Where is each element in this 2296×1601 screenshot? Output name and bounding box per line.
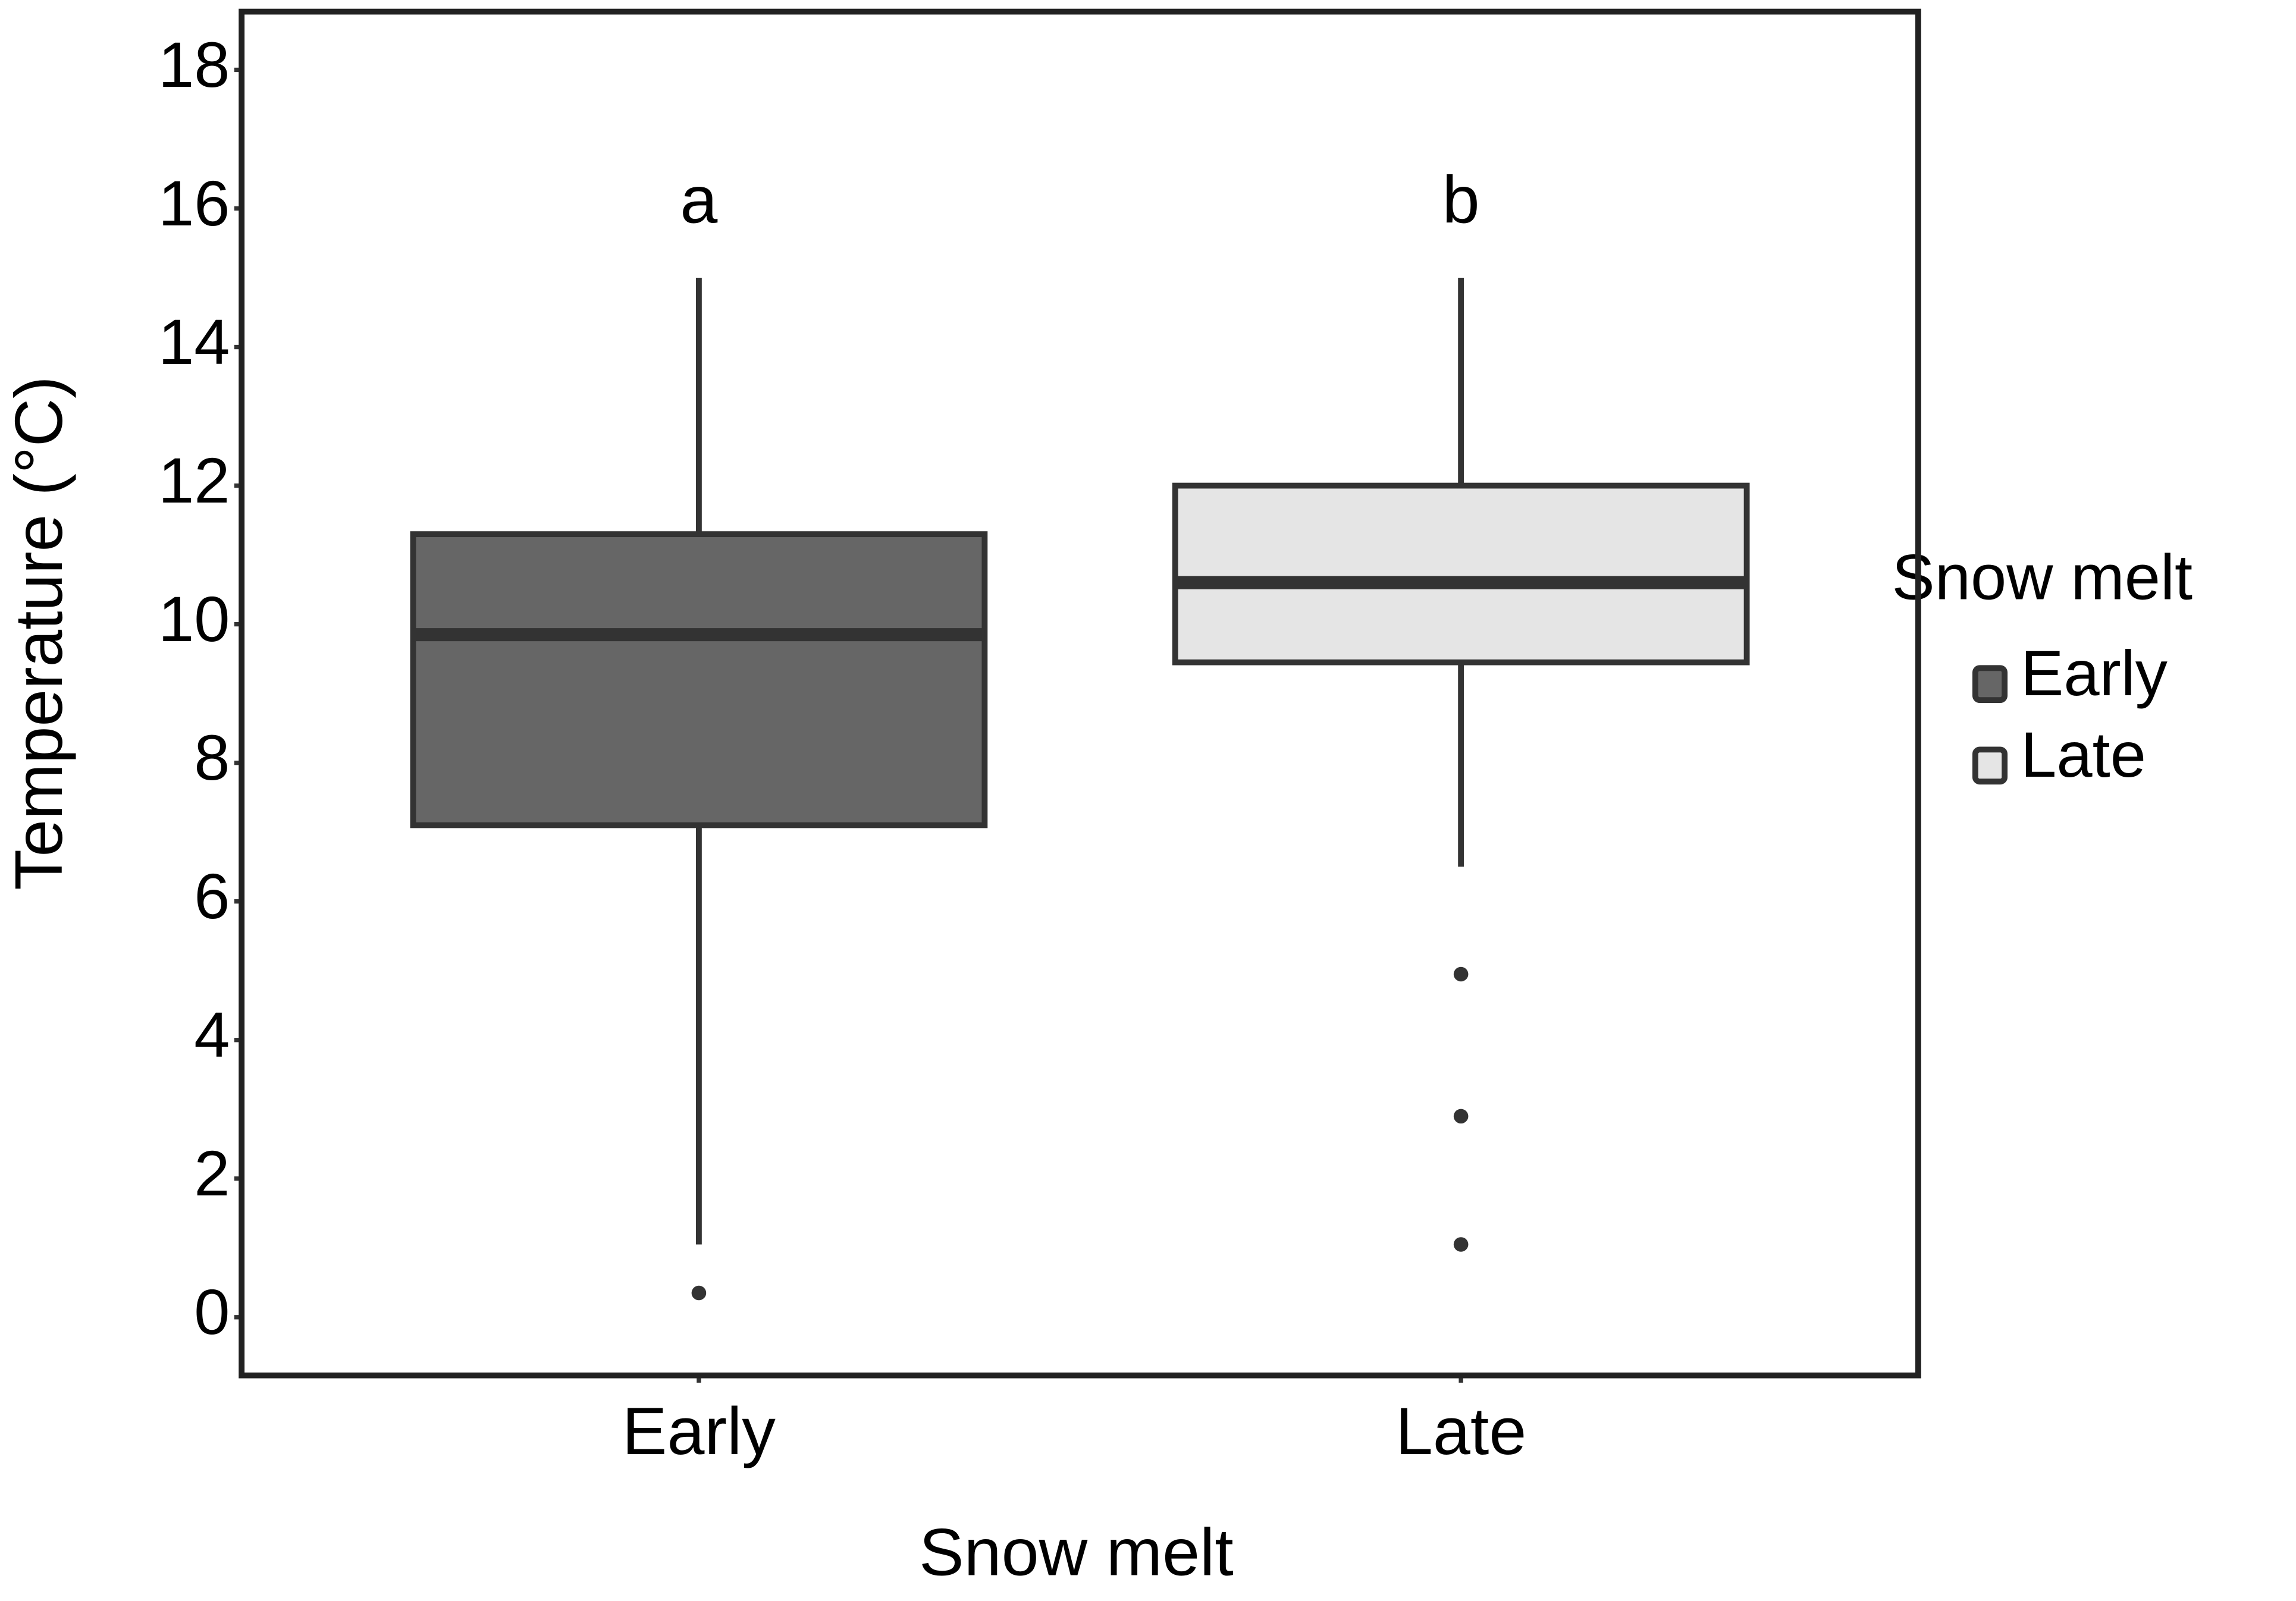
plot-border [239, 8, 1921, 1379]
outlier [1453, 1237, 1469, 1252]
y-tick-label: 0 [194, 1276, 230, 1348]
legend-key [1972, 746, 2008, 785]
y-tick-label: 6 [194, 860, 230, 932]
y-tick-label: 12 [158, 444, 230, 516]
y-tick-label: 4 [194, 999, 230, 1071]
box [1172, 482, 1750, 665]
legend-key [1972, 665, 2008, 704]
y-tick-label: 10 [158, 583, 230, 655]
x-tick-label: Late [1395, 1393, 1526, 1468]
x-axis-label: Snow melt [919, 1515, 1234, 1590]
annotation: a [680, 162, 717, 237]
y-tick-label: 14 [158, 306, 230, 378]
legend-label: Early [2021, 637, 2168, 709]
box [410, 531, 988, 828]
outlier [1453, 966, 1469, 982]
y-tick-label: 8 [194, 721, 230, 793]
outlier [691, 1285, 707, 1301]
x-tick-label: Early [622, 1393, 776, 1468]
y-tick-label: 18 [158, 29, 230, 101]
annotation: b [1442, 162, 1480, 237]
y-tick-label: 16 [158, 167, 230, 239]
y-axis-label: Temperature (°C) [1, 376, 76, 890]
legend-label: Late [2021, 718, 2146, 790]
legend-title: Snow melt [1892, 541, 2193, 613]
outlier [1453, 1109, 1469, 1124]
y-tick-label: 2 [194, 1137, 230, 1209]
